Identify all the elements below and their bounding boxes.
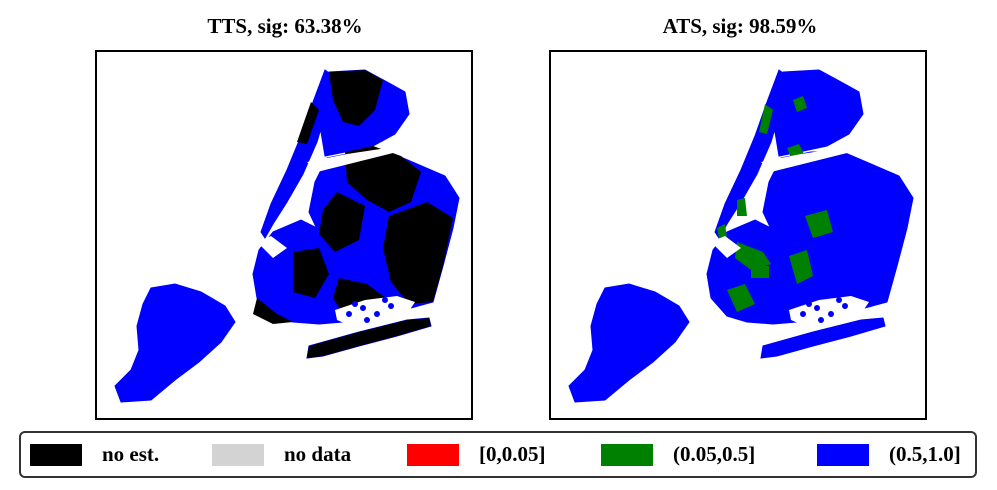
- legend-item-no-data: no data: [212, 433, 351, 476]
- legend-swatch: [30, 443, 82, 466]
- east-river: [307, 148, 397, 172]
- legend-label: (0.05,0.5]: [673, 442, 756, 466]
- region-patch-8: [737, 198, 747, 216]
- region-patch-2: [319, 192, 365, 252]
- bay-island-5: [806, 301, 812, 307]
- region-patch-3: [805, 210, 833, 238]
- bay-island-4: [818, 317, 824, 323]
- region-patch-6: [789, 250, 813, 284]
- region-patch-0: [329, 70, 383, 126]
- bay-island-3: [388, 303, 394, 309]
- borough-rockaway: [760, 317, 886, 359]
- region-patch-0: [759, 104, 773, 134]
- bay-island-0: [346, 311, 352, 317]
- bay-island-2: [374, 311, 380, 317]
- legend-label: [0,0.05]: [479, 442, 546, 466]
- region-patch-7: [307, 318, 431, 358]
- borough-bronx: [774, 69, 864, 157]
- river-mouth: [711, 236, 741, 258]
- region-patch-9: [717, 224, 727, 238]
- legend-item-no-est: no est.: [30, 433, 159, 476]
- legend-swatch: [212, 443, 264, 466]
- legend-label: no data: [284, 442, 352, 466]
- bay-island-6: [382, 297, 388, 303]
- legend-label: (0.5,1.0]: [889, 442, 961, 466]
- legend-swatch: [407, 443, 459, 466]
- nyc-choropleth-map-tts: [114, 69, 460, 403]
- region-patch-8: [297, 102, 319, 144]
- nyc-choropleth-map-ats: [568, 69, 914, 403]
- bay-island-1: [360, 305, 366, 311]
- region-patch-3: [383, 202, 453, 304]
- legend-swatch: [817, 443, 869, 466]
- region-patch-6: [253, 298, 293, 324]
- bay-island-6: [836, 297, 842, 303]
- region-patch-1: [345, 146, 421, 212]
- map-panel-tts: [95, 50, 473, 420]
- bay-island-2: [828, 311, 834, 317]
- borough-staten: [114, 283, 236, 403]
- legend-swatch: [601, 443, 653, 466]
- legend-item-0-0.05: [0,0.05]: [407, 433, 546, 476]
- panel-title-tts: TTS, sig: 63.38%: [207, 14, 363, 38]
- bay-island-1: [814, 305, 820, 311]
- map-legend: no est. no data [0,0.05] (0.05,0.5] (0.5…: [19, 431, 977, 478]
- map-panel-ats: [549, 50, 927, 420]
- region-patch-7: [727, 284, 755, 312]
- east-river: [761, 148, 851, 172]
- legend-item-0.05-0.5: (0.05,0.5]: [601, 433, 755, 476]
- legend-item-0.5-1.0: (0.5,1.0]: [817, 433, 961, 476]
- region-patch-4: [293, 248, 329, 298]
- bay-island-4: [364, 317, 370, 323]
- region-patch-1: [793, 96, 807, 112]
- bay-island-3: [842, 303, 848, 309]
- legend-label: no est.: [102, 442, 160, 466]
- region-patch-5: [751, 266, 769, 278]
- region-patch-4: [735, 242, 771, 270]
- bay-island-5: [352, 301, 358, 307]
- river-mouth: [257, 236, 287, 258]
- panel-title-ats: ATS, sig: 98.59%: [662, 14, 818, 38]
- bay-island-0: [800, 311, 806, 317]
- borough-staten: [568, 283, 690, 403]
